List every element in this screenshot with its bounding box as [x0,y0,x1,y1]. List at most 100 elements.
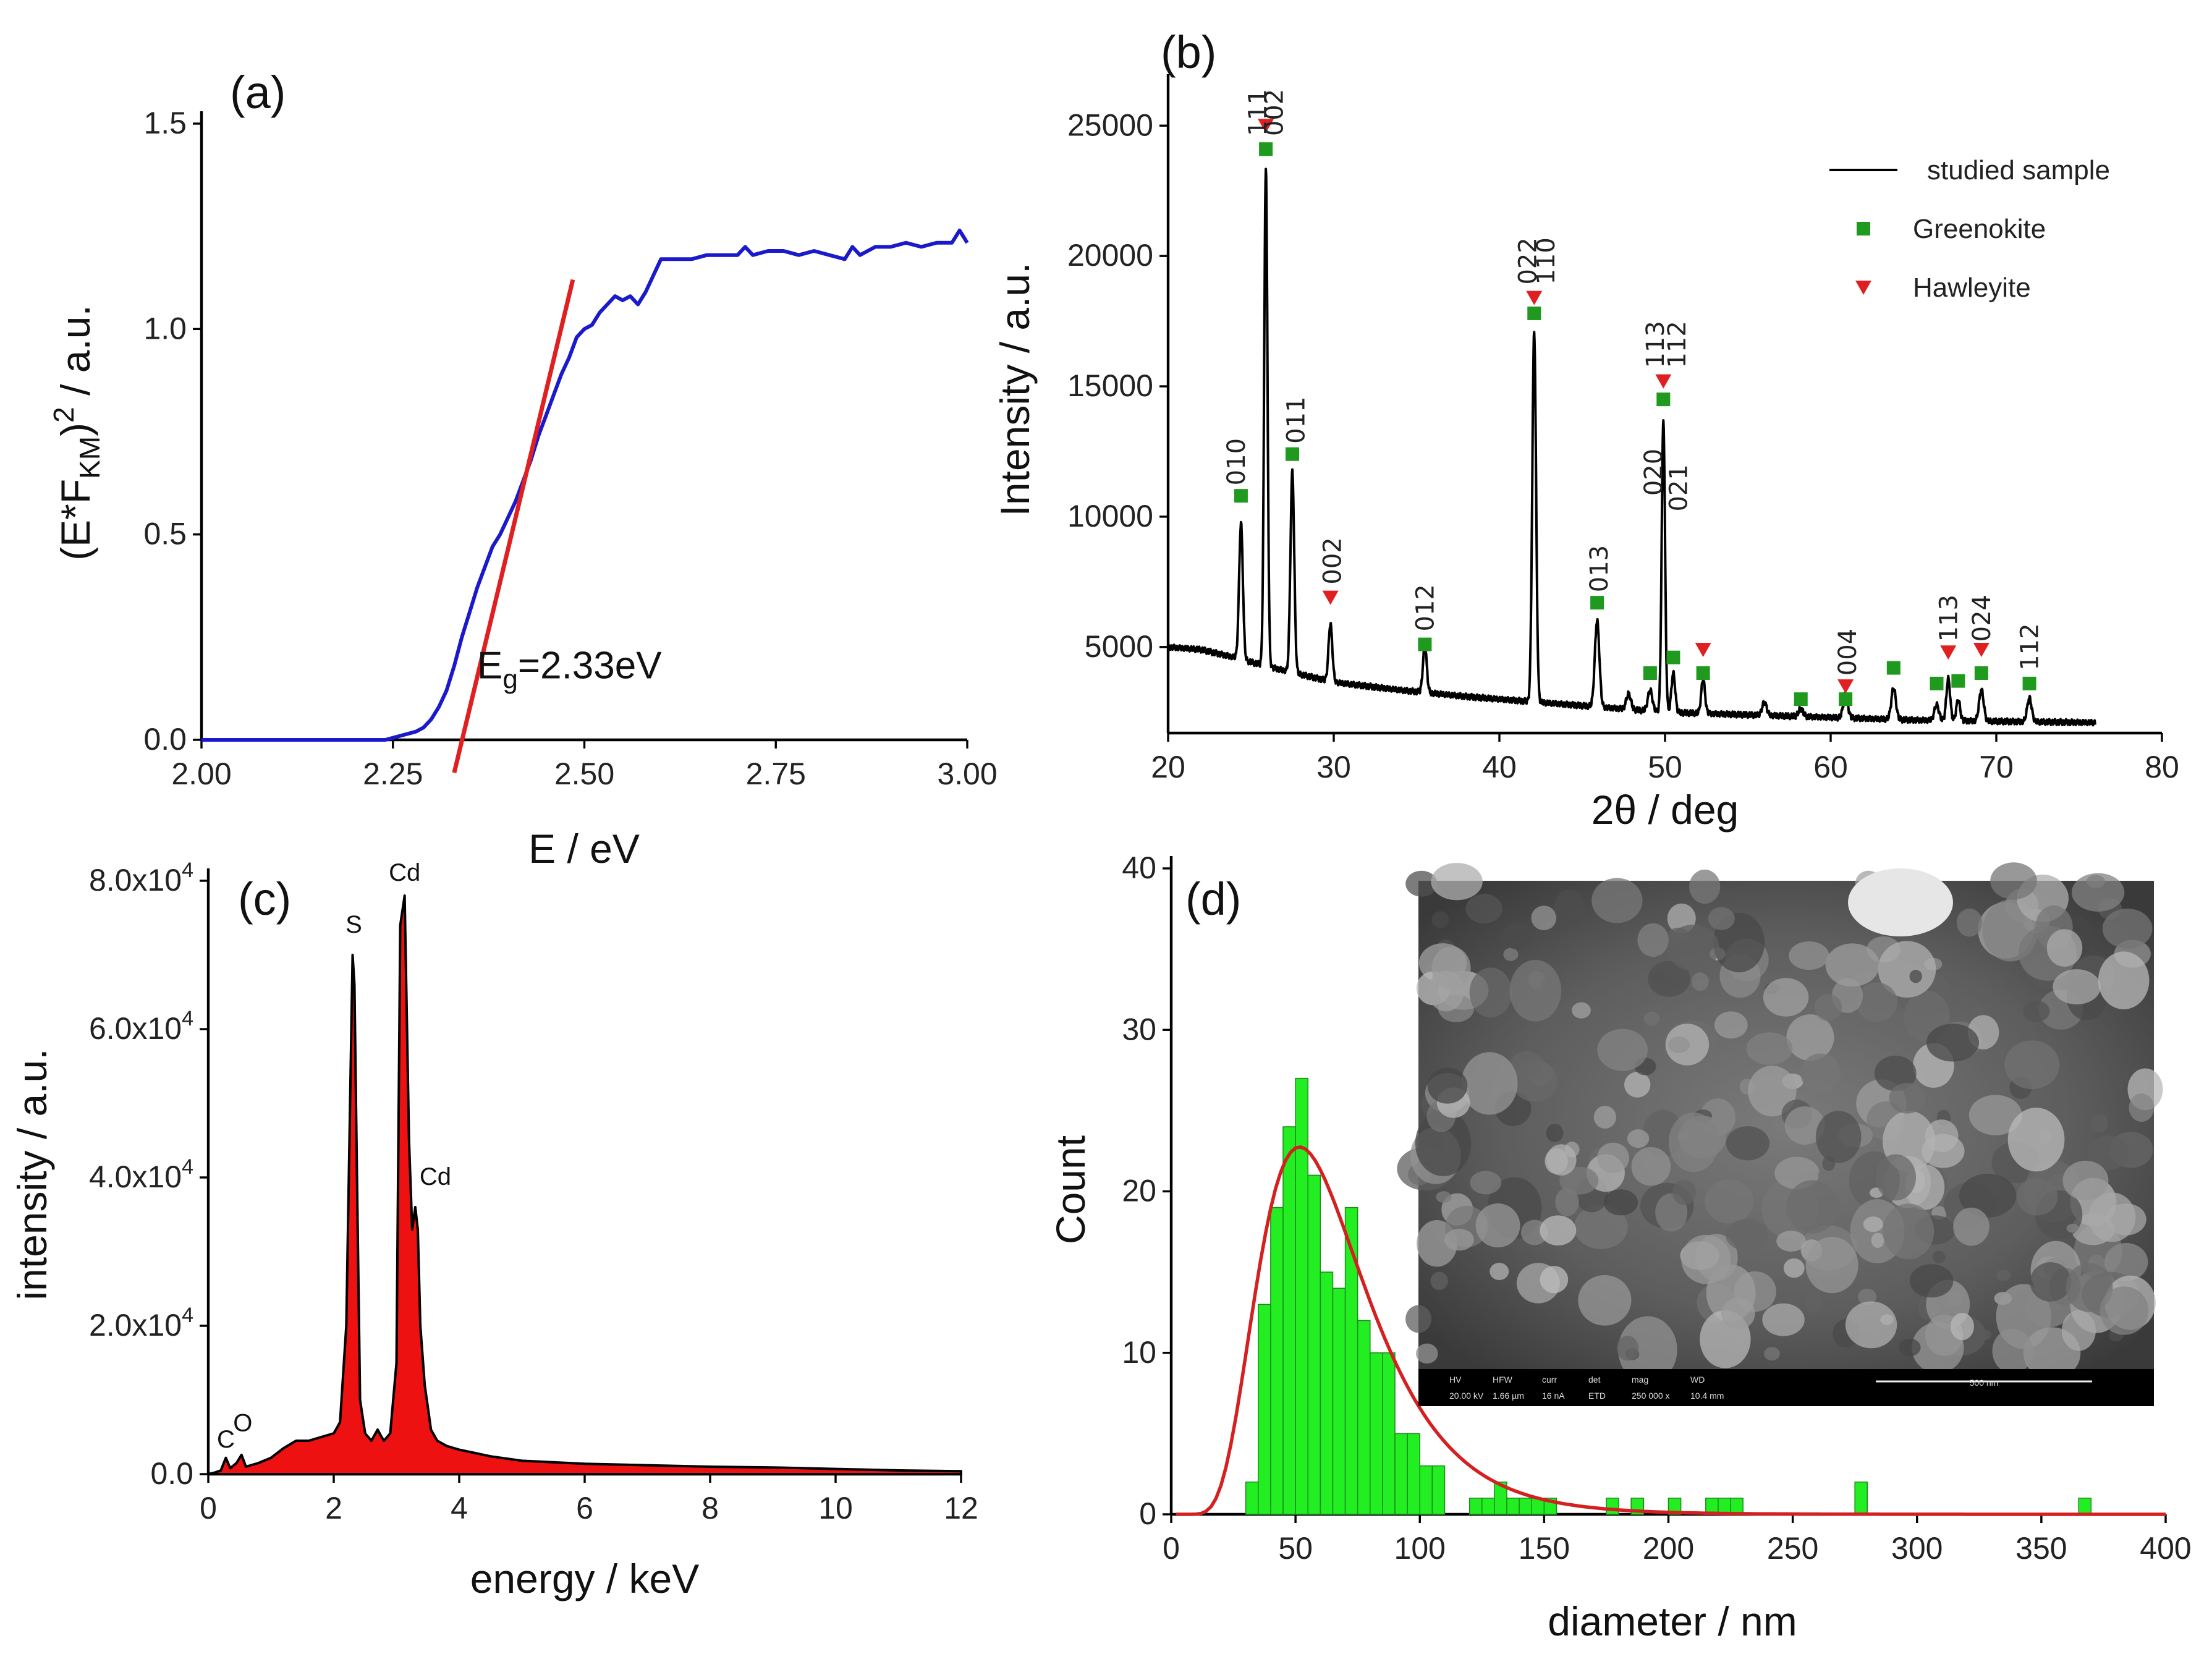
sem-grain [1475,1203,1520,1248]
sem-grain [2023,1000,2050,1022]
sem-grain [1789,941,1829,970]
histogram-bar [1481,1498,1495,1515]
sem-grain [1637,923,1669,957]
y-axis-label: intensity / a.u. [9,1048,55,1300]
sem-grain [1415,1343,1438,1364]
sem-grain [1546,1144,1577,1176]
sem-grain [1784,1106,1825,1145]
x-tick-label: 2.00 [171,757,231,791]
sem-grain [1627,1129,1650,1148]
greenokite-marker [1527,306,1541,320]
histogram-bar [1282,1126,1296,1515]
panel-label: (a) [230,67,286,118]
sem-grain [1805,1237,1858,1294]
sem-databar-value: 20.00 kV [1449,1391,1484,1401]
sem-grain [1666,924,1719,971]
sem-grain [1405,1305,1432,1333]
sem-grain [1502,923,1534,950]
x-tick-label: 70 [1979,750,2014,784]
panel-b: 20 30 40 50 60 70 80 5000 10000 15000 20000 25000(b… [992,27,2179,833]
y-tick-label: 25000 [1067,108,1153,142]
sem-grain [1818,1168,1834,1183]
y-tick-label: 1.0 [143,311,187,346]
x-tick-label: 300 [1891,1531,1943,1566]
sem-grain [1912,1321,1964,1373]
y-axis-label: Intensity / a.u. [992,263,1038,517]
sem-grain [1825,943,1879,987]
sem-grain [2066,1223,2079,1233]
sem-grain [1436,1191,1452,1203]
sem-grain [1975,1329,1992,1341]
x-tick-label: 8 [701,1491,719,1525]
greenokite-marker [1974,666,1988,680]
sem-grain [1889,1082,1925,1114]
histogram-bar [1332,1287,1346,1515]
sem-grain [1746,1032,1793,1066]
hawleyite-marker [1526,291,1543,305]
y-tick-label: 10 [1122,1335,1156,1370]
x-tick-label: 100 [1394,1531,1446,1566]
sem-grain [1618,1316,1677,1384]
sem-grain [1672,1179,1697,1205]
sem-databar-value: 10.4 mm [1690,1391,1724,1401]
sem-databar-label: WD [1690,1375,1705,1385]
histogram-bar [1854,1482,1868,1515]
sem-grain [1540,1266,1569,1294]
sem-grain [1783,1258,1805,1278]
sem-grain [1540,1215,1577,1246]
sem-grain [1509,960,1562,1022]
xrd-pattern-line [1167,168,2097,727]
legend-label: studied sample [1927,155,2110,185]
sem-grain [2090,1114,2109,1132]
linear-fit-line [452,279,575,774]
x-tick-label: 0 [1163,1531,1180,1566]
x-tick-label: 400 [2140,1531,2191,1566]
x-tick-label: 350 [2015,1531,2067,1566]
sem-grain [1668,1112,1719,1173]
legend-square-icon [1857,222,1870,235]
sem-grain [1597,1142,1630,1174]
x-axis-label: diameter / nm [1548,1598,1797,1644]
greenokite-marker [1666,650,1680,664]
sem-grain [1572,1002,1591,1019]
histogram-bar [1394,1433,1408,1515]
sem-grain [1953,1207,1990,1246]
histogram-bar [1407,1433,1420,1515]
sem-grain [1800,1053,1841,1093]
sem-grain [1554,889,1585,925]
sem-databar-label: mag [1632,1375,1648,1385]
sem-grain [1932,1250,1946,1264]
sem-grain [1950,1312,1974,1341]
histogram-bar [1357,1320,1371,1515]
x-tick-label: 2.75 [746,757,806,791]
x-axis-label: energy / keV [470,1556,700,1601]
histogram-bar [2078,1498,2092,1515]
sem-databar-label: curr [1542,1375,1557,1385]
histogram-bar [1307,1174,1321,1515]
greenokite-marker [1839,692,1853,706]
sem-grain [1748,1066,1797,1117]
absorption-curve [201,228,969,742]
peak-label: 113 [1934,595,1963,642]
peak-label: 022 [1514,237,1543,284]
sem-grain [1591,878,1643,923]
y-tick-label: 0 [1139,1496,1156,1531]
x-tick-label: 2 [325,1491,342,1525]
sem-grain [1531,905,1557,931]
sem-grain [1689,869,1721,904]
hawleyite-marker [1258,119,1274,134]
hawleyite-marker [1695,643,1711,658]
sem-grain [1667,1036,1690,1053]
peak-label: 002 [1318,537,1347,584]
x-tick-label: 60 [1813,750,1848,784]
greenokite-marker [1259,142,1273,156]
sem-grain [1705,1179,1754,1224]
sem-grain [1968,1095,2022,1135]
sem-grain [1996,1269,2011,1281]
sem-grain [2088,1192,2136,1242]
y-tick-label: 2.0x104 [89,1304,193,1342]
sem-databar-label: det [1588,1375,1601,1385]
histogram-bar [1270,1207,1284,1515]
peak-label: 112 [2016,623,2045,670]
sem-grain [2066,1263,2113,1312]
